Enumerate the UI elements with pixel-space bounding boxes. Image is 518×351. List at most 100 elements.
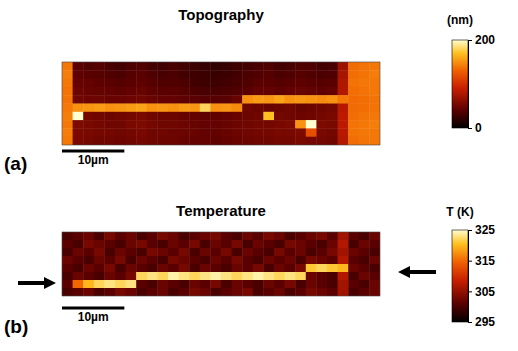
heat-cell: [274, 112, 285, 121]
heat-cell: [115, 264, 126, 272]
heat-cell: [104, 62, 115, 71]
heat-cell: [168, 248, 179, 256]
heat-cell: [147, 62, 158, 71]
heat-cell: [73, 87, 84, 96]
heat-cell: [115, 288, 126, 296]
heat-cell: [94, 240, 105, 248]
heat-cell: [147, 240, 158, 248]
heat-cell: [242, 288, 253, 296]
heat-cell: [136, 79, 147, 88]
heat-cell: [94, 95, 105, 104]
heat-cell: [200, 137, 211, 145]
heat-cell: [306, 87, 317, 96]
heat-cell: [200, 70, 211, 79]
heat-cell: [189, 128, 200, 137]
heat-cell: [62, 288, 73, 296]
heat-cell: [263, 256, 274, 264]
heat-cell: [136, 62, 147, 71]
heat-cell: [83, 112, 94, 121]
heat-cell: [242, 240, 253, 248]
heat-cell: [157, 288, 168, 296]
heat-cell: [179, 112, 190, 121]
heat-cell: [168, 112, 179, 121]
heat-cell: [147, 248, 158, 256]
colorbar-tick-label: 325: [475, 223, 495, 237]
heat-cell: [168, 95, 179, 104]
heat-cell: [348, 137, 359, 145]
heat-cell: [126, 62, 137, 71]
heat-cell: [83, 272, 94, 280]
heat-cell: [338, 70, 349, 79]
heat-cell: [136, 87, 147, 96]
heat-cell: [62, 232, 73, 240]
heat-cell: [338, 256, 349, 264]
colorbar-tick: 305: [468, 285, 495, 299]
heat-cell: [263, 79, 274, 88]
heat-cell: [200, 87, 211, 96]
heat-cell: [359, 280, 370, 288]
heat-cell: [327, 79, 338, 88]
heat-cell: [232, 240, 243, 248]
heat-cell: [359, 128, 370, 137]
heat-cell: [306, 120, 317, 129]
heat-cell: [221, 87, 232, 96]
heat-cell: [168, 137, 179, 145]
panel-label: (a): [4, 153, 27, 174]
colorbar-label: T (K): [446, 205, 473, 219]
title: Temperature: [176, 202, 266, 219]
heat-cell: [338, 104, 349, 113]
heat-cell: [179, 87, 190, 96]
heat-cell: [157, 87, 168, 96]
heat-cell: [369, 104, 380, 113]
heat-cell: [168, 264, 179, 272]
heat-cell: [94, 137, 105, 145]
heat-cell: [348, 232, 359, 240]
heat-cell: [221, 280, 232, 288]
colorbar-tick-label: 200: [475, 33, 495, 47]
heat-cell: [200, 128, 211, 137]
heat-cell: [359, 70, 370, 79]
heat-cell: [221, 240, 232, 248]
heat-cell: [126, 280, 137, 288]
heat-cell: [147, 280, 158, 288]
heat-cell: [242, 104, 253, 113]
heat-cell: [200, 232, 211, 240]
heat-cell: [104, 70, 115, 79]
heat-cell: [263, 120, 274, 129]
heat-cell: [359, 232, 370, 240]
heat-cell: [200, 95, 211, 104]
heat-cell: [316, 137, 327, 145]
heat-cell: [263, 248, 274, 256]
heat-cell: [126, 112, 137, 121]
heat-cell: [232, 232, 243, 240]
heat-cell: [232, 280, 243, 288]
heat-cell: [285, 128, 296, 137]
heat-cell: [94, 264, 105, 272]
heat-cell: [285, 120, 296, 129]
heatmap-cells: [62, 232, 380, 296]
heat-cell: [210, 137, 221, 145]
heat-cell: [179, 256, 190, 264]
heat-cell: [306, 280, 317, 288]
heat-cell: [136, 288, 147, 296]
heat-cell: [115, 62, 126, 71]
heat-cell: [62, 264, 73, 272]
heat-cell: [126, 70, 137, 79]
heat-cell: [359, 240, 370, 248]
heat-cell: [115, 87, 126, 96]
heat-cell: [242, 264, 253, 272]
heat-cell: [285, 70, 296, 79]
heat-cell: [189, 240, 200, 248]
heat-cell: [104, 79, 115, 88]
heat-cell: [200, 112, 211, 121]
heat-cell: [179, 288, 190, 296]
heat-cell: [115, 248, 126, 256]
heat-cell: [295, 120, 306, 129]
heat-cell: [189, 70, 200, 79]
heat-cell: [359, 120, 370, 129]
heat-cell: [316, 280, 327, 288]
heat-cell: [136, 256, 147, 264]
heat-cell: [242, 79, 253, 88]
heat-cell: [189, 79, 200, 88]
heat-cell: [295, 128, 306, 137]
